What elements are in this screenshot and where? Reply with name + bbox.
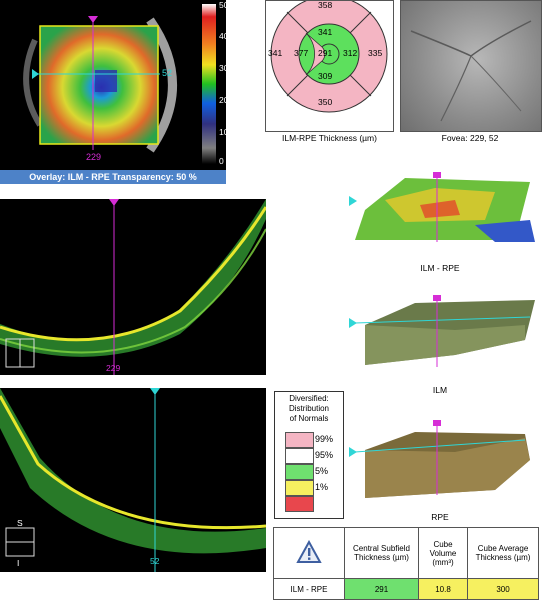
metric-value-avg-thickness: 300 <box>467 578 539 600</box>
legend-swatch <box>285 464 314 480</box>
surface-ilm-rpe-image <box>349 172 535 242</box>
etdrs-thickness-grid[interactable]: 358 341 335 350 341 377 312 309 291 <box>265 0 394 132</box>
surface-ilm-rpe[interactable] <box>345 170 540 250</box>
distribution-of-normals-legend: Diversified: Distribution of Normals 99%… <box>274 391 344 519</box>
column-header: Central Subfield Thickness (µm) <box>344 526 419 580</box>
surface-ilm-image <box>349 295 535 367</box>
bscan-vertical-label: 52 <box>150 556 160 566</box>
etdrs-inner-bottom: 309 <box>318 71 333 81</box>
etdrs-inner-right: 312 <box>343 48 358 58</box>
surface-rpe[interactable] <box>345 420 540 500</box>
bscan-horizontal[interactable]: 229 <box>0 199 268 375</box>
bscan-vertical-image <box>0 388 267 572</box>
surface-ilm-label: ILM <box>432 385 448 395</box>
fundus-image[interactable] <box>400 0 542 132</box>
column-header: Cube Average Thickness (µm) <box>467 526 539 580</box>
row-label: ILM - RPE <box>273 578 345 600</box>
etdrs-caption: ILM-RPE Thickness (µm) <box>282 133 377 143</box>
vertical-position-label: 229 <box>86 152 102 162</box>
fundus-caption: Fovea: 229, 52 <box>441 133 499 143</box>
orientation-inferior-label: I <box>17 558 20 568</box>
etdrs-outer-top: 358 <box>318 0 333 10</box>
etdrs-outer-bottom: 350 <box>318 97 333 107</box>
bscan-horizontal-label: 229 <box>106 363 121 373</box>
colorbar-tick: 200 <box>219 95 234 105</box>
colorbar-tick: 100 <box>219 127 234 137</box>
legend-swatch <box>285 432 314 448</box>
column-header: Cube Volume (mm³) <box>418 526 468 580</box>
warning-icon[interactable] <box>296 540 322 564</box>
etdrs-outer-left: 341 <box>268 48 283 58</box>
colorbar-tick: 500 <box>219 0 234 10</box>
surface-ilm-rpe-label: ILM - RPE <box>420 263 460 273</box>
legend-title-line: Distribution <box>288 404 329 413</box>
legend-label: 99% <box>315 434 334 444</box>
legend-label: 1% <box>315 482 329 492</box>
horizontal-position-label: 52 <box>162 68 173 78</box>
legend-title-line: of Normals <box>289 414 329 423</box>
bscan-vertical[interactable]: S I 52 <box>0 388 267 572</box>
etdrs-inner-top: 341 <box>318 27 333 37</box>
colorbar-ticks: 500 400 300 200 100 0 µm <box>219 0 245 170</box>
fundus-vessels <box>410 20 532 122</box>
surface-rpe-image <box>349 420 530 498</box>
etdrs-center: 291 <box>318 48 333 58</box>
legend-label: 5% <box>315 466 329 476</box>
en-face-thickness-map[interactable]: 52 229 500 400 300 200 100 0 µm <box>0 0 238 170</box>
colorbar-tick: 0 µm <box>219 156 239 166</box>
etdrs-inner-left: 377 <box>294 48 309 58</box>
metric-value-volume: 10.8 <box>418 578 468 600</box>
etdrs-circles <box>270 0 388 113</box>
legend-label: 95% <box>315 450 334 460</box>
metric-value-csft: 291 <box>344 578 419 600</box>
colorbar-tick: 400 <box>219 31 234 41</box>
orientation-superior-label: S <box>17 518 23 528</box>
legend-title-line: Diversified: <box>289 394 329 403</box>
thickness-map-image <box>23 4 216 164</box>
thickness-metrics-table: Central Subfield Thickness (µm) Cube Vol… <box>273 526 539 600</box>
etdrs-outer-right: 335 <box>368 48 383 58</box>
overlay-settings-bar[interactable]: Overlay: ILM - RPE Transparency: 50 % <box>0 170 226 184</box>
surface-ilm[interactable] <box>345 295 540 370</box>
legend-swatch <box>285 448 314 464</box>
surface-rpe-label: RPE <box>431 512 449 522</box>
bscan-horizontal-image <box>0 199 268 375</box>
warning-cell <box>273 526 345 580</box>
legend-swatch <box>285 496 314 512</box>
colorbar-tick: 300 <box>219 63 234 73</box>
legend-title: Diversified: Distribution of Normals <box>275 394 343 424</box>
legend-swatch <box>285 480 314 496</box>
